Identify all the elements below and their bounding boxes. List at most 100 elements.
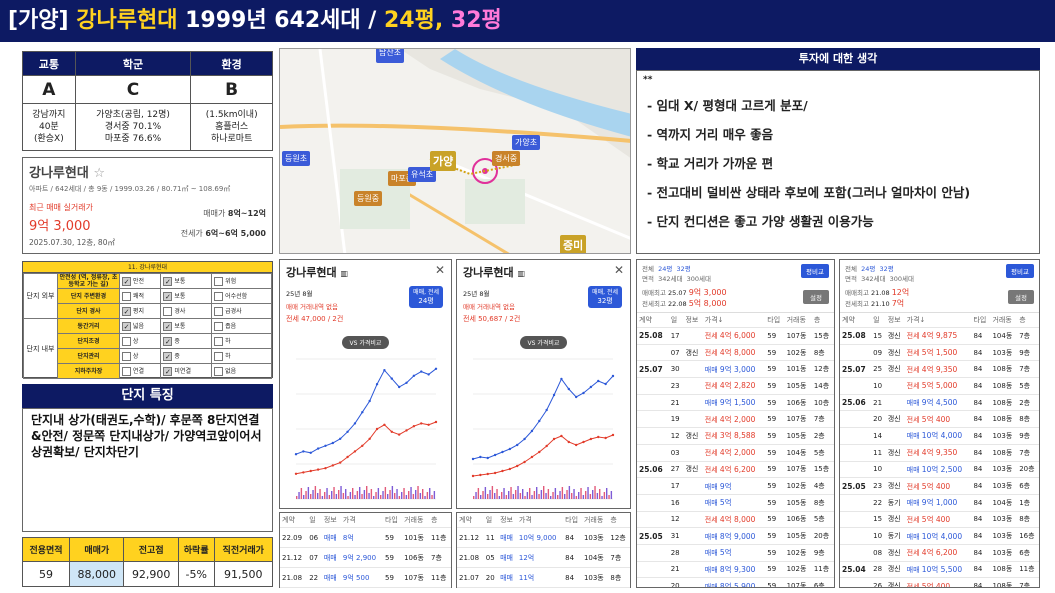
list-item[interactable]: 25.07 25 갱신 전세 4억 9,350 84 108동 7층 xyxy=(840,360,1039,379)
map-pin[interactable]: 등원중 xyxy=(354,191,383,206)
tab-24[interactable]: 24평 xyxy=(658,265,673,273)
volume-bar xyxy=(571,493,573,499)
checkbox[interactable]: ✓ xyxy=(122,307,131,316)
list-item[interactable]: 15 갱신 전세 5억 400 84 103동 8층 xyxy=(840,511,1039,529)
table-row[interactable]: 21.08 22 매매 9억 500 59 107동 11층 xyxy=(280,567,451,588)
list-item[interactable]: 08 갱신 전세 4억 6,200 84 103동 6층 xyxy=(840,544,1039,562)
checkbox[interactable] xyxy=(214,307,224,316)
filter-badge[interactable]: 매매, 전세 32평 xyxy=(588,286,622,308)
checkbox[interactable] xyxy=(214,352,224,361)
list-item[interactable]: 10 전세 5억 5,000 84 108동 5층 xyxy=(840,377,1039,395)
list-item[interactable]: 09 갱신 전세 5억 1,500 84 103동 9층 xyxy=(840,344,1039,362)
data-point xyxy=(538,450,541,454)
table-row[interactable]: 21.08 05 매매 12억 84 104동 7층 xyxy=(457,547,630,568)
volume-bar xyxy=(405,495,408,499)
filter-badge[interactable]: 매매, 전세 24평 xyxy=(409,286,443,308)
map-pin[interactable]: 유석초 xyxy=(408,167,437,182)
list-item[interactable]: 10 동기 매매 10억 4,000 84 103동 16층 xyxy=(840,527,1039,545)
volume-bar xyxy=(305,491,307,499)
checkbox[interactable] xyxy=(122,337,131,346)
list-item[interactable]: 20 갱신 전세 5억 400 84 108동 8층 xyxy=(840,410,1039,429)
volume-bar xyxy=(578,492,580,499)
checkbox[interactable] xyxy=(214,367,224,376)
map-pin[interactable]: 가양초 xyxy=(512,135,541,150)
list-item[interactable]: 17 매매 9억 59 102동 4층 xyxy=(637,477,834,495)
score-note: 가양초(공립, 12명) 경서중 70.1% 마포중 76.6% xyxy=(74,103,192,151)
data-point xyxy=(309,451,312,454)
tab-32[interactable]: 32평 xyxy=(879,265,894,273)
map[interactable]: 탑산초 등원초 마포중 유석초 가양 경서중 가양초 등원중 증미 xyxy=(279,48,631,254)
data-point xyxy=(353,450,357,453)
volume-bar xyxy=(321,496,324,499)
list-item[interactable]: 25.08 17 전세 4억 6,000 59 107동 15층 xyxy=(637,327,834,345)
checkbox[interactable]: ✓ xyxy=(163,277,173,286)
close-icon[interactable]: ✕ xyxy=(613,263,624,277)
volume-bar xyxy=(352,488,354,499)
list-item[interactable]: 25.06 21 매매 9억 4,500 84 108동 2층 xyxy=(840,394,1039,412)
score-note: (1.5km이내) 홈플러스 하나로마트 xyxy=(190,103,273,151)
list-item[interactable]: 25.07 30 매매 9억 3,000 59 101동 12층 xyxy=(637,360,834,379)
list-item[interactable]: 21 매매 9억 1,500 59 106동 10층 xyxy=(637,394,834,412)
checkbox[interactable]: ✓ xyxy=(163,292,173,301)
compare-size-button[interactable]: 평비교 xyxy=(801,264,829,278)
map-pin[interactable]: 등원초 xyxy=(282,151,311,166)
checkbox[interactable]: ✓ xyxy=(163,352,173,361)
table-row[interactable]: 21.12 11 매매 10억 9,000 84 103동 12층 xyxy=(457,527,630,548)
list-item[interactable]: 10 매매 10억 2,500 84 103동 20층 xyxy=(840,461,1039,479)
table-row[interactable]: 22.09 06 매매 8억 59 101동 11층 xyxy=(280,527,451,548)
score-grade: B xyxy=(190,75,273,104)
list-item[interactable]: 12 갱신 전세 3억 8,588 59 105동 2층 xyxy=(637,427,834,445)
list-item[interactable]: 16 매매 5억 59 105동 8층 xyxy=(637,494,834,512)
checkbox[interactable] xyxy=(214,337,224,346)
compare-button[interactable]: VS 가격비교 xyxy=(519,336,568,349)
list-item[interactable]: 07 갱신 전세 4억 8,000 59 102동 8층 xyxy=(637,344,834,362)
list-item[interactable]: 14 매매 10억 4,000 84 103동 9층 xyxy=(840,427,1039,445)
list-item[interactable]: 12 전세 4억 8,000 59 106동 5층 xyxy=(637,511,834,529)
map-pin[interactable]: 증미 xyxy=(560,235,587,253)
volume-bar xyxy=(328,495,331,499)
list-item[interactable]: 21 매매 8억 9,300 59 102동 11층 xyxy=(637,561,834,579)
star-icon[interactable]: ☆ xyxy=(93,166,105,181)
list-item[interactable]: 25.05 31 매매 8억 9,000 59 105동 20층 xyxy=(637,527,834,545)
checkbox[interactable]: ✓ xyxy=(163,367,173,376)
tab-32[interactable]: 32평 xyxy=(676,265,691,273)
checkbox[interactable]: ✓ xyxy=(122,277,131,286)
list-item[interactable]: 28 매매 5억 59 102동 9층 xyxy=(637,544,834,562)
checkbox[interactable] xyxy=(163,307,173,316)
map-pin[interactable]: 탑산초 xyxy=(376,49,405,63)
recent-label: 최근 매매 실거래가 xyxy=(29,203,93,212)
settings-button[interactable]: 설정 xyxy=(1008,290,1034,304)
list-item[interactable]: 23 전세 4억 2,820 59 105동 14층 xyxy=(637,377,834,395)
map-pin[interactable]: 가양 xyxy=(430,151,457,171)
checkbox[interactable] xyxy=(214,277,224,286)
data-point xyxy=(611,433,615,437)
list-item[interactable]: 25.06 27 갱신 전세 4억 6,200 59 107동 15층 xyxy=(637,461,834,479)
list-item[interactable]: 11 갱신 전세 4억 9,350 84 108동 7층 xyxy=(840,444,1039,462)
checkbox[interactable] xyxy=(214,292,224,301)
checkbox[interactable] xyxy=(122,292,131,301)
checkbox[interactable] xyxy=(214,322,224,331)
table-row[interactable]: 21.07 20 매매 11억 84 103동 8층 xyxy=(457,567,630,588)
checkbox[interactable] xyxy=(122,367,131,376)
list-item[interactable]: 03 전세 4억 2,000 59 104동 5층 xyxy=(637,444,834,462)
checkbox[interactable]: ✓ xyxy=(163,322,173,331)
compare-button[interactable]: VS 가격비교 xyxy=(341,336,390,349)
panel-title: 강나루현대 xyxy=(463,266,514,279)
list-item[interactable]: 26 갱신 전세 5억 400 84 108동 7층 xyxy=(840,577,1039,587)
list-item[interactable]: 20 매매 8억 5,900 59 107동 6층 xyxy=(637,577,834,587)
checkbox[interactable]: ✓ xyxy=(122,322,131,331)
checklist-option: 보통 xyxy=(174,293,186,300)
checkbox[interactable]: ✓ xyxy=(163,337,173,346)
map-pin[interactable]: 경서중 xyxy=(492,151,521,166)
list-item[interactable]: 25.08 15 갱신 전세 4억 9,875 84 104동 7층 xyxy=(840,327,1039,345)
table-row[interactable]: 21.12 07 매매 9억 2,900 59 106동 7층 xyxy=(280,547,451,568)
settings-button[interactable]: 설정 xyxy=(803,290,829,304)
close-icon[interactable]: ✕ xyxy=(434,263,445,277)
list-item[interactable]: 22 동기 매매 9억 1,000 84 104동 1층 xyxy=(840,494,1039,512)
compare-size-button[interactable]: 평비교 xyxy=(1006,264,1034,278)
list-item[interactable]: 19 전세 4억 2,000 59 107동 7층 xyxy=(637,410,834,429)
checkbox[interactable] xyxy=(122,352,131,361)
tab-24[interactable]: 24평 xyxy=(861,265,876,273)
list-item[interactable]: 25.04 28 갱신 매매 10억 5,500 84 108동 11층 xyxy=(840,561,1039,579)
list-item[interactable]: 25.05 23 갱신 전세 5억 400 84 103동 6층 xyxy=(840,477,1039,495)
